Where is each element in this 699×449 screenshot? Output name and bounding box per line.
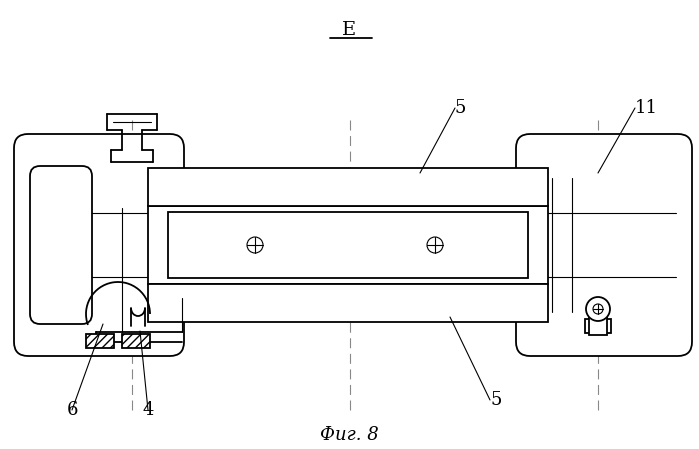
Circle shape (427, 237, 443, 253)
Text: Фиг. 8: Фиг. 8 (319, 426, 378, 444)
Bar (148, 284, 548, 322)
Bar (589, 317, 607, 335)
Bar (86, 334, 114, 348)
Text: 5: 5 (490, 391, 501, 409)
Bar (148, 206, 548, 284)
Bar (168, 212, 528, 278)
Text: Е: Е (342, 21, 356, 39)
Bar (148, 168, 548, 206)
Bar (585, 319, 611, 333)
Text: 4: 4 (143, 401, 154, 419)
Text: 11: 11 (635, 99, 658, 117)
Text: 5: 5 (455, 99, 466, 117)
FancyBboxPatch shape (14, 134, 184, 356)
Circle shape (593, 304, 603, 314)
Bar (122, 334, 150, 348)
Circle shape (586, 297, 610, 321)
Text: 6: 6 (66, 401, 78, 419)
Circle shape (247, 237, 263, 253)
FancyBboxPatch shape (30, 166, 92, 324)
FancyBboxPatch shape (516, 134, 692, 356)
